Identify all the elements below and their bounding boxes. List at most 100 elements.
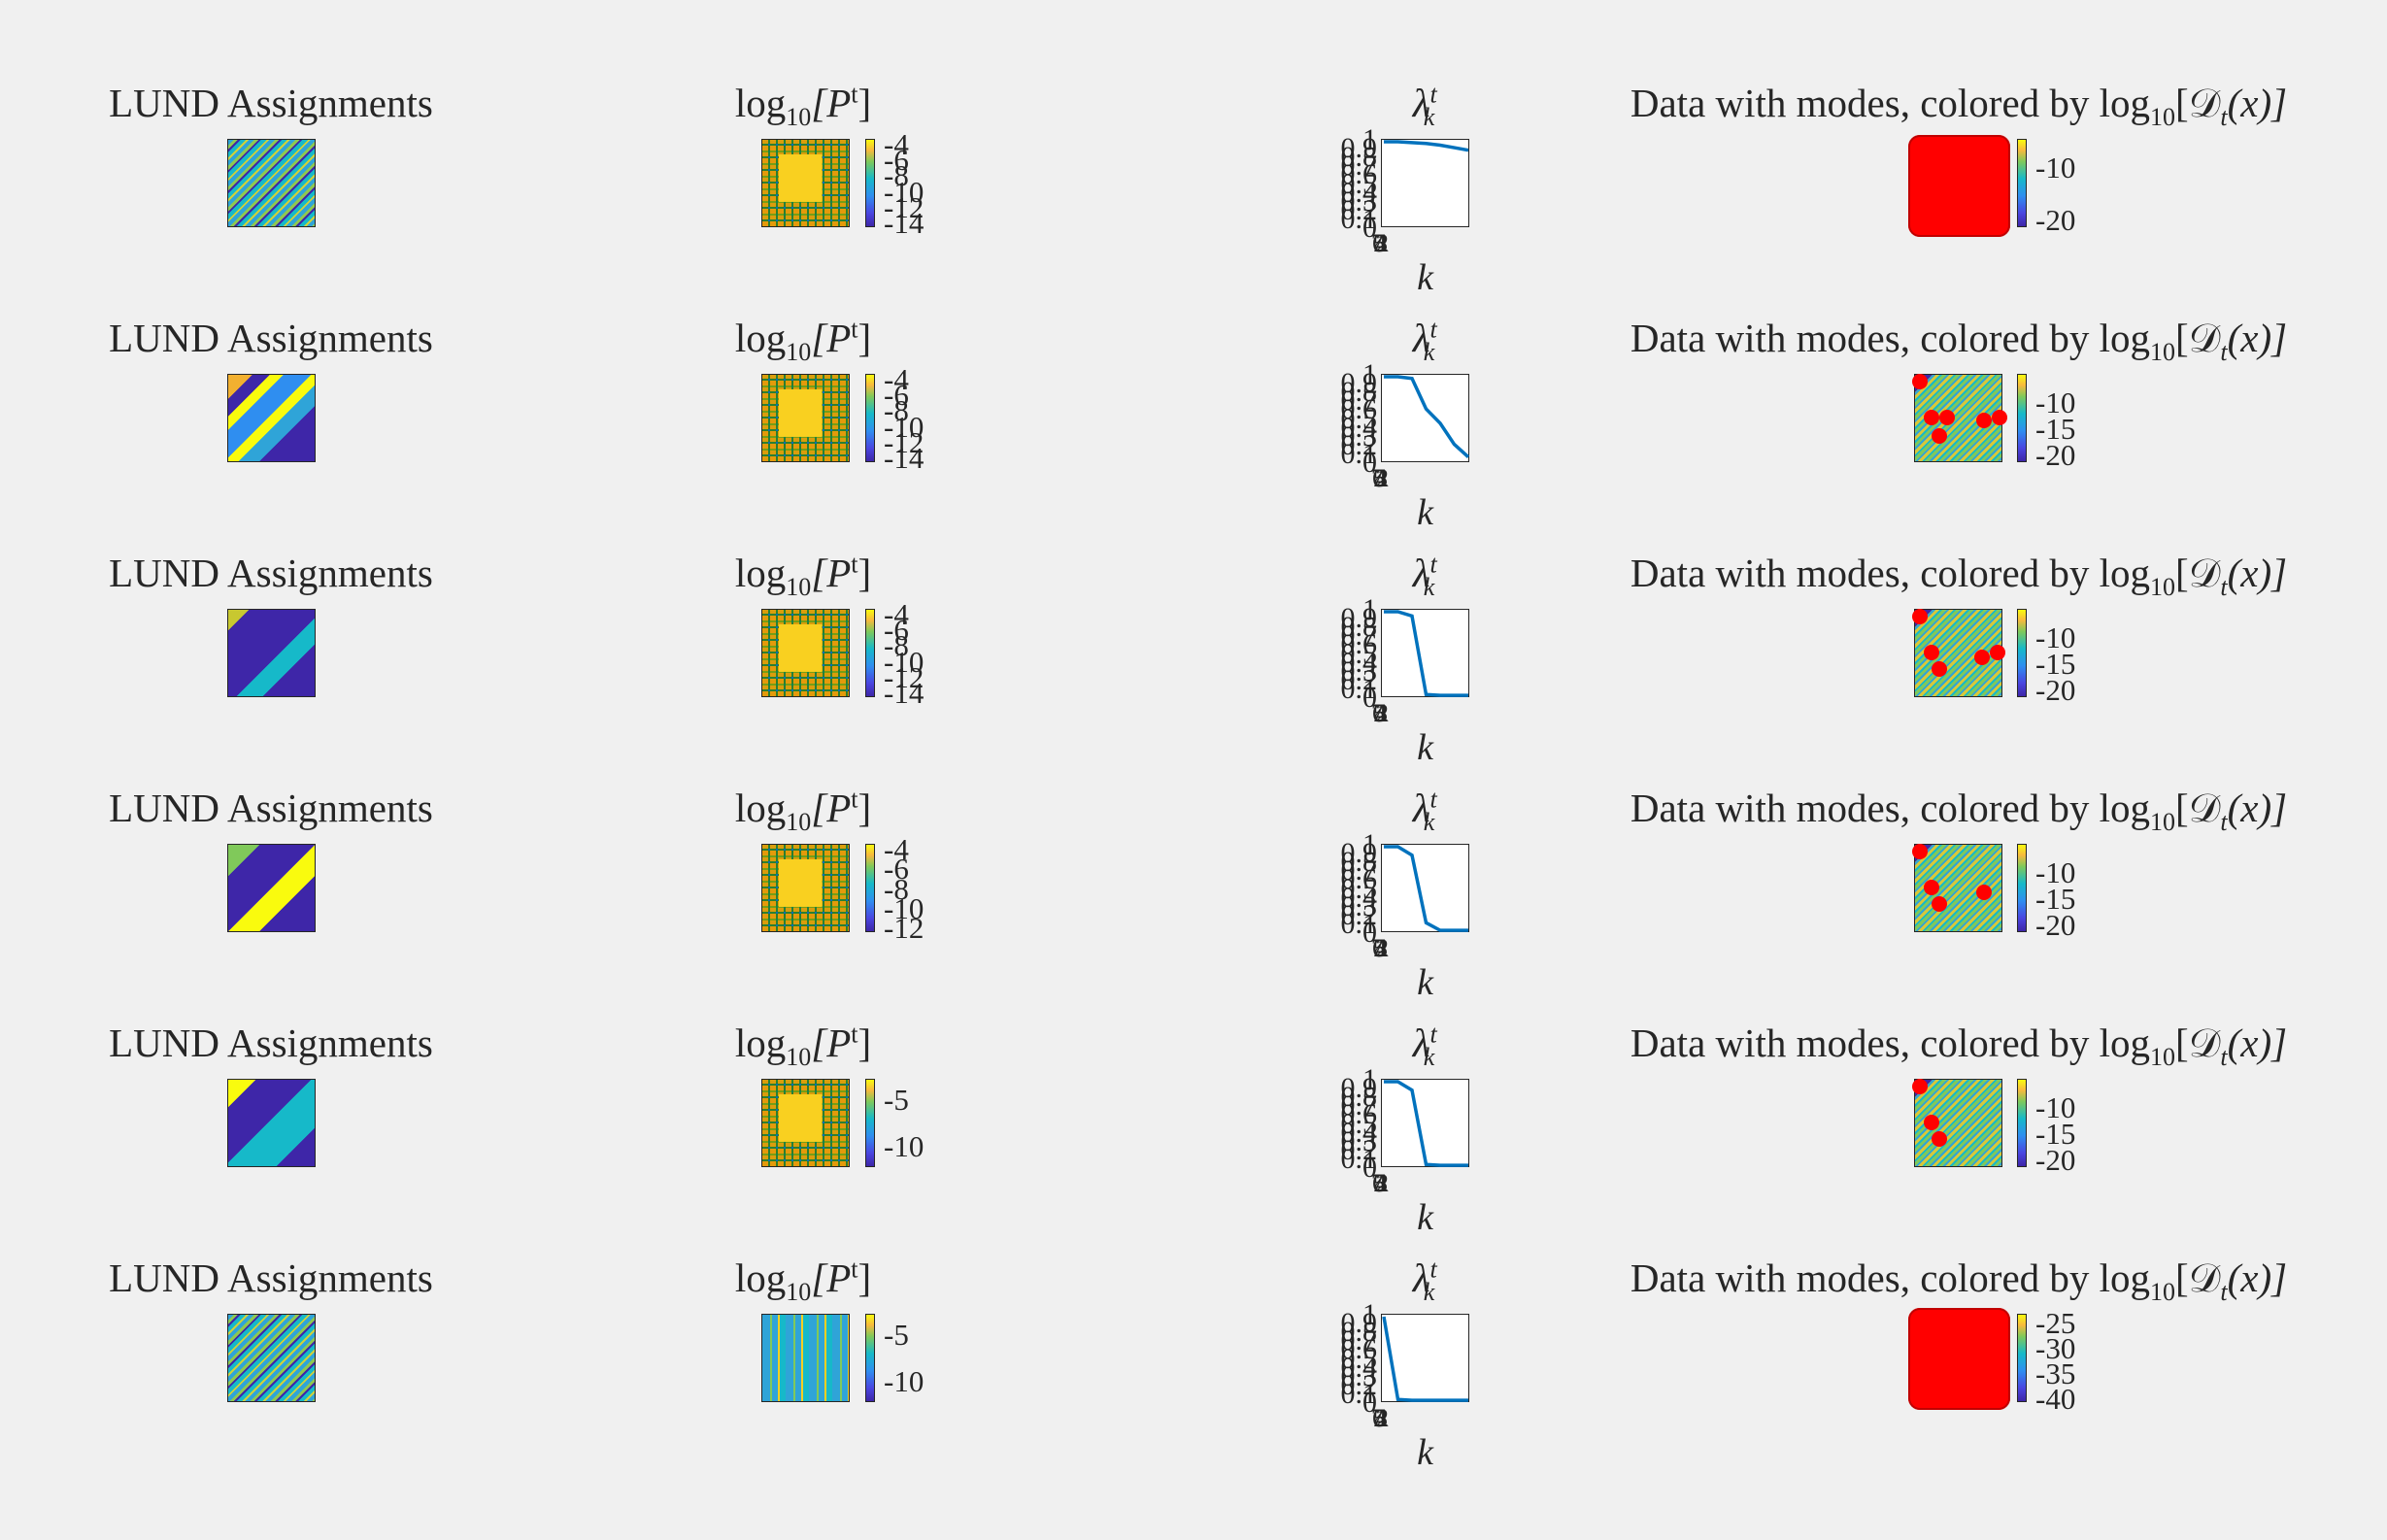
p-close: ] bbox=[857, 316, 872, 360]
p-exponent: t bbox=[851, 785, 858, 814]
x-axis-label: k bbox=[1417, 962, 1433, 1003]
eigenvalue-line-svg bbox=[1383, 845, 1469, 932]
mode-marker bbox=[1990, 645, 2005, 660]
matrix-colorbar-tick: -8 bbox=[884, 158, 909, 193]
p-label: [P bbox=[811, 81, 852, 125]
density-log-base: 10 bbox=[2150, 1043, 2176, 1072]
density-close: (x)] bbox=[2227, 81, 2288, 125]
y-tick-label: 0.1 bbox=[1340, 437, 1378, 470]
density-colorbar-tick: -20 bbox=[2035, 1143, 2076, 1177]
y-tick-label: 0.6 bbox=[1340, 393, 1378, 426]
lambda-symbol: λ bbox=[1412, 81, 1430, 125]
lambda-symbol: λ bbox=[1412, 1021, 1430, 1065]
transition-matrix-image bbox=[761, 1314, 850, 1402]
y-tick-label: 0.2 bbox=[1340, 428, 1378, 461]
assignments-image bbox=[227, 609, 316, 697]
lambda-exponent: t bbox=[1429, 80, 1437, 109]
mode-marker bbox=[1939, 410, 1955, 425]
y-tick-label: 0.6 bbox=[1340, 863, 1378, 896]
transition-matrix-title: log10[Pt] bbox=[735, 550, 871, 602]
y-tick-label: 0.1 bbox=[1340, 907, 1378, 940]
p-exponent: t bbox=[851, 80, 858, 109]
assignments-title: LUND Assignments bbox=[109, 81, 433, 125]
eigenvalue-plot bbox=[1381, 844, 1469, 932]
y-tick-label: 0.9 bbox=[1340, 1307, 1378, 1340]
y-tick-label: 0.9 bbox=[1340, 602, 1378, 635]
matrix-colorbar-tick: -4 bbox=[884, 832, 909, 866]
assignments-image bbox=[227, 139, 316, 227]
y-tick-label: 0.7 bbox=[1340, 854, 1378, 887]
y-tick-label: 0.4 bbox=[1340, 411, 1378, 444]
density-log-base: 10 bbox=[2150, 808, 2176, 837]
matrix-colorbar-tick: -14 bbox=[884, 206, 925, 240]
y-tick-label: 0.6 bbox=[1340, 1333, 1378, 1366]
density-colorbar-tick: -10 bbox=[2035, 151, 2076, 184]
eigenvalue-plot bbox=[1381, 1314, 1469, 1402]
density-title-text: Data with modes, colored by log bbox=[1630, 786, 2151, 830]
y-tick-label: 0.1 bbox=[1340, 672, 1378, 705]
matrix-colorbar-tick: -14 bbox=[884, 441, 925, 475]
eigenvalue-series-line bbox=[1384, 375, 1470, 458]
y-tick-label: 0.7 bbox=[1340, 619, 1378, 653]
y-tick-label: 0 bbox=[1362, 1387, 1377, 1419]
density-title: Data with modes, colored by log10[𝒟t(x)] bbox=[1631, 80, 2287, 132]
mode-marker bbox=[1976, 413, 1992, 428]
density-title-text: Data with modes, colored by log bbox=[1630, 1255, 2151, 1300]
transition-matrix-image bbox=[761, 139, 850, 227]
p-exponent: t bbox=[851, 1255, 858, 1284]
log-base: 10 bbox=[786, 338, 812, 367]
y-tick-label: 0.3 bbox=[1340, 889, 1378, 922]
y-tick-label: 0.2 bbox=[1340, 1133, 1378, 1166]
mode-markers-overlay bbox=[1908, 135, 2010, 237]
log-base: 10 bbox=[786, 103, 812, 132]
mode-marker bbox=[1932, 1131, 1947, 1147]
y-tick-label: 0.4 bbox=[1340, 881, 1378, 914]
eigenvalue-title: λtk bbox=[1412, 785, 1437, 837]
density-colorbar-tick: -30 bbox=[2035, 1331, 2076, 1365]
p-label: [P bbox=[811, 786, 852, 830]
log-base: 10 bbox=[786, 808, 812, 837]
density-symbol: [𝒟 bbox=[2175, 786, 2221, 830]
matrix-colorbar bbox=[865, 1314, 875, 1402]
density-time-index: t bbox=[2220, 103, 2228, 132]
matrix-colorbar-tick: -10 bbox=[884, 890, 925, 925]
y-tick-label: 0.9 bbox=[1340, 367, 1378, 400]
y-tick-label: 0 bbox=[1362, 1152, 1377, 1184]
y-tick-label: 0.6 bbox=[1340, 1098, 1378, 1131]
matrix-colorbar-tick: -12 bbox=[884, 659, 925, 694]
eigenvalue-series-line bbox=[1384, 140, 1469, 152]
y-tick-label: 0.9 bbox=[1340, 837, 1378, 870]
eigenvalue-title: λtk bbox=[1413, 1255, 1437, 1307]
lambda-exponent: t bbox=[1429, 315, 1437, 344]
y-tick-label: 0.3 bbox=[1340, 654, 1378, 687]
p-label: [P bbox=[811, 551, 852, 595]
p-close: ] bbox=[857, 551, 872, 595]
density-close: (x)] bbox=[2227, 316, 2288, 360]
density-title: Data with modes, colored by log10[𝒟t(x)] bbox=[1631, 315, 2287, 367]
transition-matrix-title: log10[Pt] bbox=[735, 785, 871, 837]
matrix-colorbar-tick: -5 bbox=[884, 1083, 909, 1117]
eigenvalue-title: λtk bbox=[1412, 315, 1437, 367]
y-tick-label: 0.3 bbox=[1340, 1124, 1378, 1157]
y-tick-label: 1 bbox=[1362, 1298, 1377, 1330]
density-colorbar bbox=[2017, 139, 2027, 227]
density-time-index: t bbox=[2220, 1278, 2228, 1307]
lambda-symbol: λ bbox=[1412, 316, 1430, 360]
y-tick-label: 0.4 bbox=[1340, 1116, 1378, 1149]
lambda-symbol: λ bbox=[1412, 786, 1430, 830]
eigenvalue-title: λtk bbox=[1412, 80, 1437, 132]
lambda-exponent: t bbox=[1429, 1255, 1437, 1284]
density-title-text: Data with modes, colored by log bbox=[1630, 1021, 2151, 1065]
transition-matrix-image bbox=[761, 374, 850, 462]
y-tick-label: 0.8 bbox=[1340, 611, 1378, 644]
y-tick-label: 0.4 bbox=[1340, 646, 1378, 679]
y-tick-label: 0.5 bbox=[1340, 1342, 1378, 1375]
p-close: ] bbox=[857, 81, 872, 125]
p-label: [P bbox=[811, 1255, 852, 1300]
y-tick-label: 1 bbox=[1362, 593, 1377, 625]
log-label: log bbox=[734, 1255, 787, 1300]
y-tick-label: 0.5 bbox=[1340, 167, 1378, 200]
y-tick-label: 0.2 bbox=[1340, 898, 1378, 931]
density-colorbar bbox=[2017, 1314, 2027, 1402]
log-label: log bbox=[734, 786, 787, 830]
